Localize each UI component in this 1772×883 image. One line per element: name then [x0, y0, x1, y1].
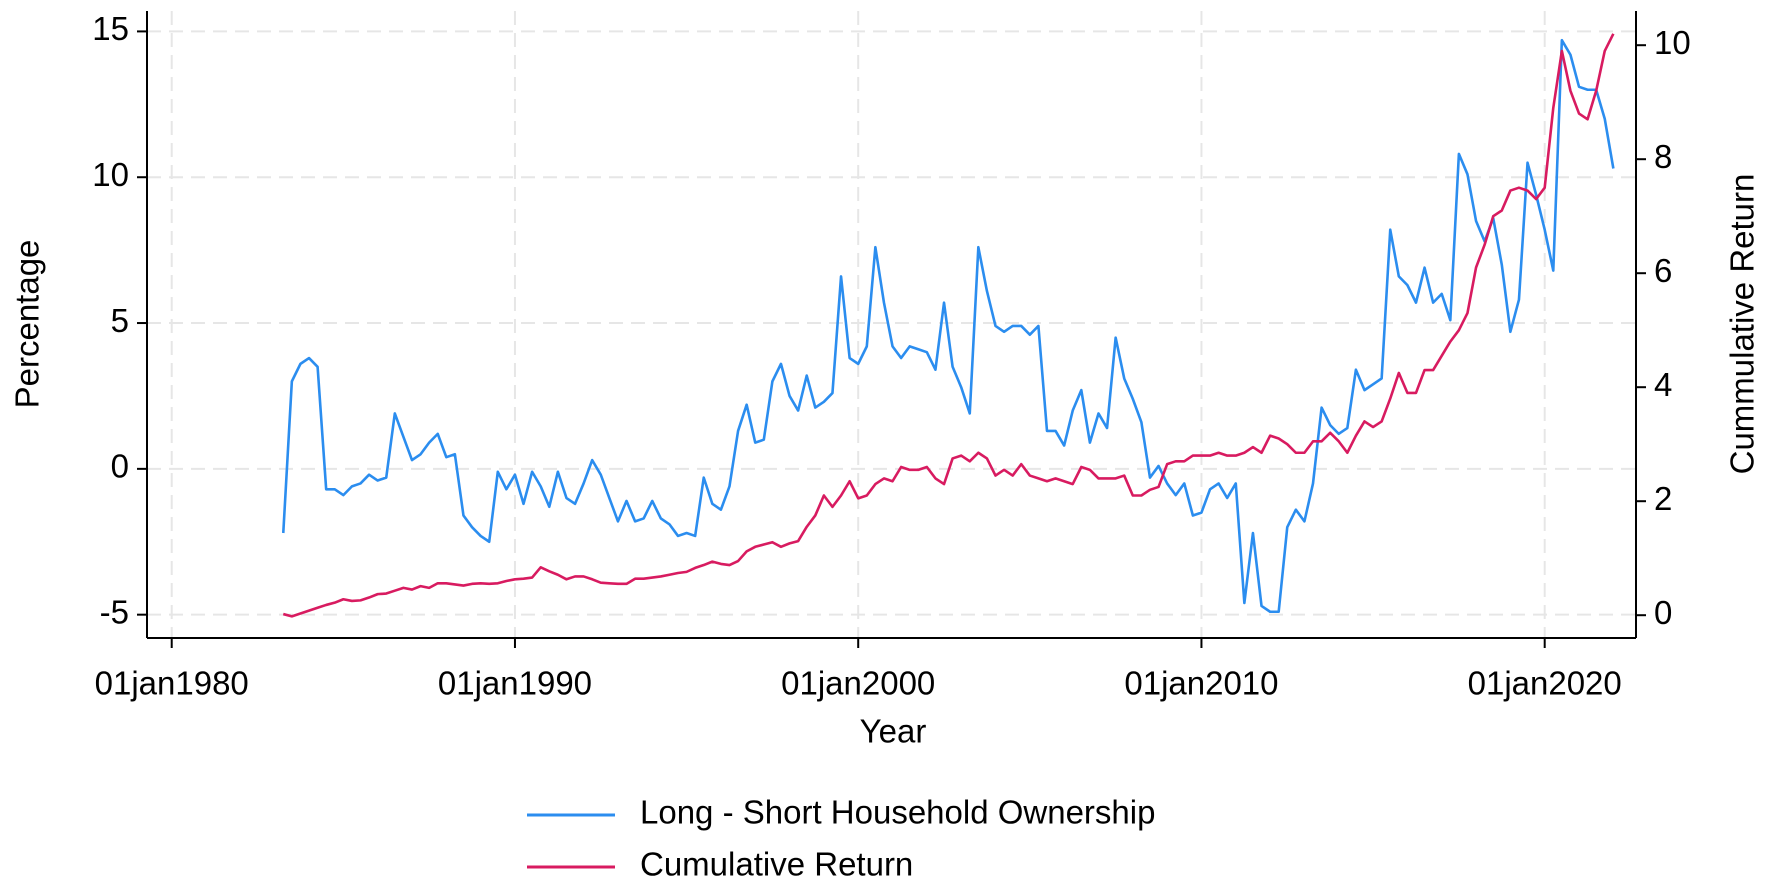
- data-line: [281, 38, 1615, 614]
- x-tick-label: 01jan1990: [438, 665, 592, 702]
- x-tick-label: 01jan2020: [1468, 665, 1622, 702]
- y-tick-label: -5: [100, 593, 129, 630]
- x-tick-label: 01jan1980: [95, 665, 249, 702]
- x-tick-label: 01jan2010: [1124, 665, 1278, 702]
- y2-tick-label: 0: [1654, 594, 1672, 631]
- y-tick-label: 10: [92, 156, 129, 193]
- x-axis-label: Year: [860, 713, 927, 750]
- y2-tick-label: 4: [1654, 366, 1672, 403]
- y-tick-label: 15: [92, 10, 129, 47]
- y2-tick-label: 2: [1654, 480, 1672, 517]
- data-line: [282, 33, 1615, 618]
- y2-tick-label: 10: [1654, 24, 1691, 61]
- y-axis-label: Percentage: [9, 240, 46, 409]
- y-tick-label: 5: [111, 302, 129, 339]
- y2-tick-label: 8: [1654, 138, 1672, 175]
- y-tick-label: 0: [111, 448, 129, 485]
- legend-label: Long - Short Household Ownership: [640, 794, 1155, 831]
- legend-label: Cumulative Return: [640, 846, 913, 883]
- y2-axis-label: Cummulative Return: [1724, 174, 1761, 475]
- x-tick-label: 01jan2000: [781, 665, 935, 702]
- y2-tick-label: 6: [1654, 252, 1672, 289]
